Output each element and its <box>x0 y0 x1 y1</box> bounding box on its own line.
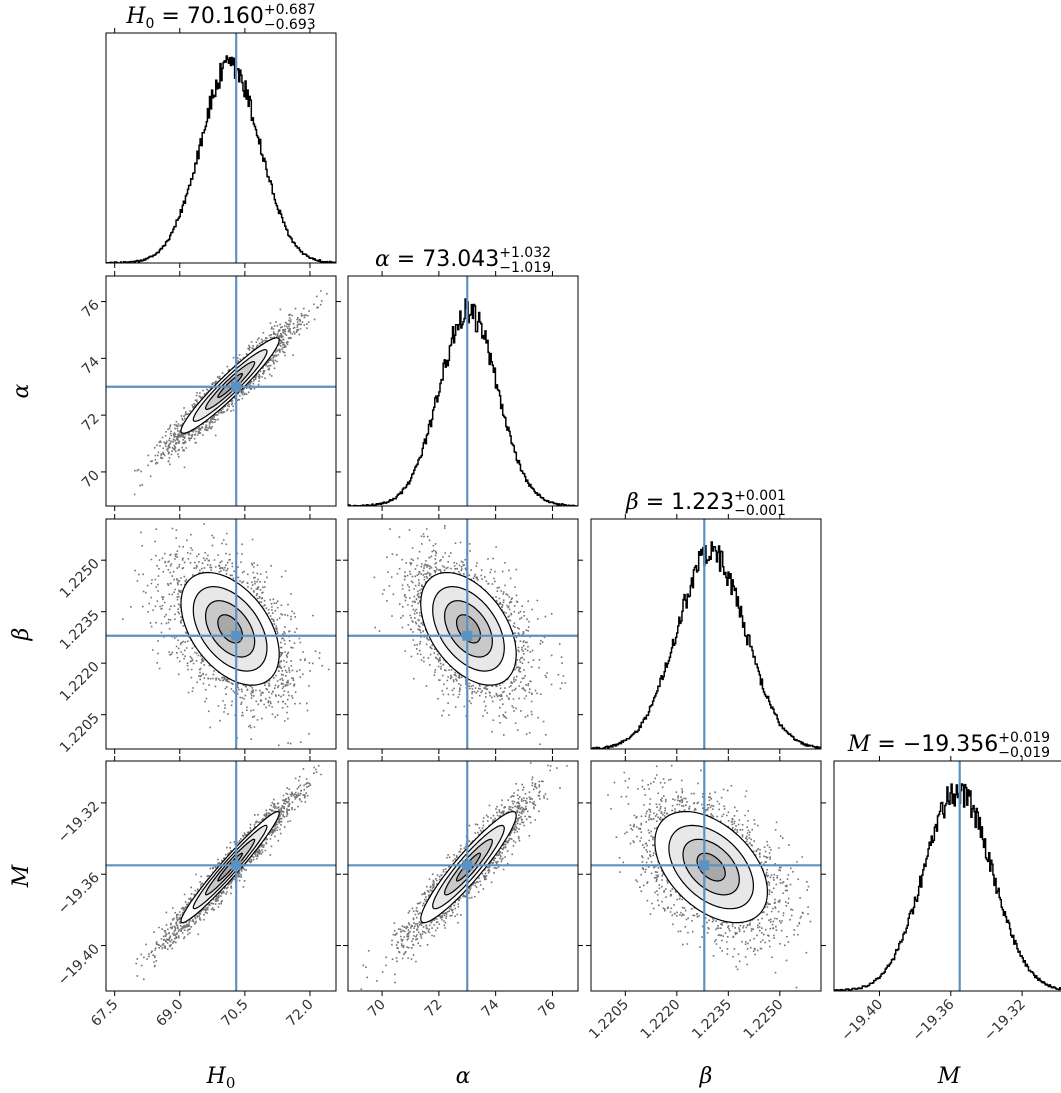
panel-beta-beta <box>590 514 822 754</box>
panel-alpha-H0 <box>101 271 341 511</box>
truth-point-beta-H0 <box>231 630 242 641</box>
histogram-alpha <box>348 298 578 506</box>
y-tick-label: 1.2205 <box>57 710 103 756</box>
truth-point-M-H0 <box>231 860 242 871</box>
y-tick-label: 1.2235 <box>57 607 103 653</box>
truth-point-alpha-H0 <box>231 381 242 392</box>
panel-title-err-minus-beta: −0.001 <box>734 503 786 519</box>
panel-frame <box>833 760 1061 992</box>
y-tick-label: 70 <box>79 467 103 491</box>
x-tick-label: 1.2220 <box>638 997 684 1043</box>
x-tick-label: 67.5 <box>88 997 121 1030</box>
y-tick-label: 1.2220 <box>57 659 103 705</box>
y-tick-label: 74 <box>79 354 103 378</box>
x-tick-label: 70 <box>365 997 389 1021</box>
x-tick-label: 70.5 <box>218 997 251 1030</box>
panel-M-M <box>833 756 1061 996</box>
panel-frame <box>105 760 337 992</box>
panel-frame <box>347 760 579 992</box>
x-tick-label: −19.36 <box>910 996 958 1044</box>
panel-beta-H0 <box>101 514 341 754</box>
truth-point-M-beta <box>699 860 710 871</box>
panel-title-H0: H0 = 70.160+0.687 <box>125 2 315 32</box>
histogram-beta <box>591 541 821 749</box>
x-tick-label: 1.2205 <box>586 997 632 1043</box>
x-tick-label: 72 <box>422 997 446 1021</box>
panel-M-H0 <box>101 756 341 996</box>
panel-title-alpha: α = 73.043+1.032 <box>375 245 551 272</box>
panel-frame <box>105 275 337 507</box>
panel-frame <box>590 518 822 750</box>
y-tick-label: −19.40 <box>55 941 103 989</box>
y-axis-label-M: M <box>9 864 34 888</box>
panel-frame <box>590 760 822 992</box>
x-tick-label: −19.32 <box>981 997 1029 1045</box>
panel-M-beta <box>586 756 826 996</box>
panel-title-M: M = −19.356+0.019 <box>847 730 1050 757</box>
x-axis-label-M: M <box>937 1064 961 1089</box>
panel-title-err-minus-M: −0.019 <box>998 745 1050 761</box>
panel-title-beta: β = 1.223+0.001 <box>625 488 786 515</box>
x-tick-label: 76 <box>535 996 559 1020</box>
panel-title-err-minus-alpha: −1.019 <box>499 260 551 276</box>
x-tick-label: −19.40 <box>838 997 886 1045</box>
panel-frame <box>105 518 337 750</box>
scatter-beta-alpha <box>373 525 567 746</box>
panel-alpha-alpha <box>347 271 579 511</box>
histogram-H0 <box>106 55 336 263</box>
y-tick-label: 72 <box>79 411 103 435</box>
panel-title-err-minus-H0: −0.693 <box>264 17 316 33</box>
panel-frame <box>105 32 337 264</box>
panel-H0-H0 <box>105 28 337 268</box>
x-tick-label: 74 <box>479 996 503 1020</box>
x-axis-label-H0: H0 <box>206 1064 236 1092</box>
x-tick-label: 1.2250 <box>741 997 787 1043</box>
panel-frame <box>347 518 579 750</box>
y-tick-label: −19.36 <box>55 870 103 918</box>
truth-point-beta-alpha <box>462 630 473 641</box>
x-tick-label: 72.0 <box>283 997 316 1030</box>
y-tick-label: −19.32 <box>55 798 103 846</box>
x-axis-label-alpha: α <box>456 1064 471 1089</box>
y-tick-label: 76 <box>79 297 103 321</box>
panel-frame <box>347 275 579 507</box>
x-axis-label-beta: β <box>699 1064 713 1089</box>
x-tick-label: 69.0 <box>153 997 186 1030</box>
histogram-M <box>834 783 1061 991</box>
y-tick-label: 1.2250 <box>57 556 103 602</box>
panel-M-alpha <box>343 756 583 996</box>
scatter-beta-H0 <box>122 523 330 747</box>
y-axis-label-beta: β <box>9 628 34 642</box>
y-axis-label-alpha: α <box>9 383 34 398</box>
x-tick-label: 1.2235 <box>689 997 735 1043</box>
panel-beta-alpha <box>343 514 583 754</box>
truth-point-M-alpha <box>462 860 473 871</box>
